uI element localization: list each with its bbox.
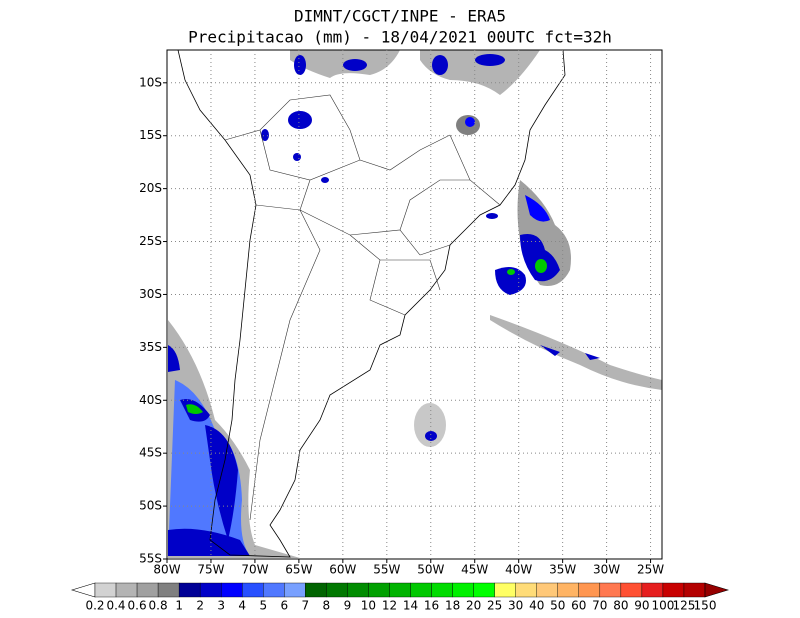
colorbar-label: 4 (238, 599, 246, 613)
colorbar-swatch (599, 582, 622, 598)
colorbar-extension (704, 582, 730, 598)
lon-tick-label: 60W (329, 563, 356, 577)
colorbar-label: 40 (529, 599, 544, 613)
colorbar-swatch (157, 582, 180, 598)
colorbar-swatch (683, 582, 706, 598)
colorbar-swatch (641, 582, 664, 598)
colorbar-label: 0.6 (128, 599, 147, 613)
colorbar-label: 3 (217, 599, 225, 613)
colorbar-label: 5 (259, 599, 267, 613)
precipitation (168, 50, 662, 558)
colorbar-label: 10 (361, 599, 376, 613)
colorbar-swatch (620, 582, 643, 598)
lon-tick-label: 45W (461, 563, 488, 577)
lat-tick-label: 55S (139, 552, 162, 566)
colorbar-label: 14 (403, 599, 418, 613)
colorbar-swatch (136, 582, 159, 598)
colorbar-label: 100 (651, 599, 674, 613)
colorbar-label: 50 (550, 599, 565, 613)
colorbar-label: 0.2 (85, 599, 104, 613)
lat-tick-label: 30S (139, 287, 162, 301)
map (166, 49, 663, 560)
lat-tick-label: 10S (139, 75, 162, 89)
title: DIMNT/CGCT/INPE - ERA5 (294, 7, 506, 26)
colorbar-label: 8 (323, 599, 331, 613)
colorbar-swatch (368, 582, 390, 598)
colorbar-swatch (178, 582, 201, 598)
colorbar-label: 150 (694, 599, 717, 613)
lon-tick-label: 75W (197, 563, 224, 577)
colorbar-label: 0.8 (149, 599, 168, 613)
colorbar-swatch (221, 582, 243, 598)
colorbar-label: 2 (196, 599, 204, 613)
colorbar-label: 1 (175, 599, 183, 613)
colorbar-swatch (410, 582, 432, 598)
colorbar-label: 9 (344, 599, 352, 613)
lon-tick-label: 65W (285, 563, 312, 577)
borders (224, 94, 501, 521)
lon-tick-label: 70W (241, 563, 268, 577)
colorbar-label: 12 (382, 599, 397, 613)
lon-tick-label: 25W (637, 563, 664, 577)
colorbar-swatch (284, 582, 306, 598)
colorbar-swatch (431, 582, 453, 598)
colorbar-label: 7 (302, 599, 310, 613)
lon-tick-label: 35W (549, 563, 576, 577)
colorbar-label: 18 (445, 599, 460, 613)
map-frame (166, 49, 663, 560)
lat-tick-label: 25S (139, 234, 162, 248)
subtitle: Precipitacao (mm) - 18/04/2021 00UTC fct… (188, 28, 612, 47)
lon-tick-label: 80W (153, 563, 180, 577)
lat-tick-label: 35S (139, 340, 162, 354)
lat-tick-label: 50S (139, 499, 162, 513)
colorbar-label: 90 (634, 599, 649, 613)
colorbar-swatch (263, 582, 285, 598)
colorbar-swatch (536, 582, 558, 598)
colorbar-swatch (452, 582, 474, 598)
colorbar-swatch (662, 582, 685, 598)
colorbar-label: 125 (673, 599, 696, 613)
colorbar-label: 80 (613, 599, 628, 613)
colorbar-swatch (326, 582, 348, 598)
colorbar-label: 0.4 (106, 599, 125, 613)
colorbar-label: 16 (424, 599, 439, 613)
colorbar-swatch (473, 582, 495, 598)
colorbar-swatch (494, 582, 516, 598)
colorbar-swatch (557, 582, 579, 598)
colorbar-swatch (199, 582, 222, 598)
lon-tick-label: 30W (593, 563, 620, 577)
colorbar-swatch (347, 582, 369, 598)
lat-tick-label: 45S (139, 446, 162, 460)
colorbar-label: 30 (508, 599, 523, 613)
lat-tick-label: 15S (139, 128, 162, 142)
colorbar-swatch (515, 582, 537, 598)
colorbar-swatch (242, 582, 264, 598)
lon-tick-label: 50W (417, 563, 444, 577)
colorbar-swatch (115, 582, 138, 598)
colorbar-label: 6 (280, 599, 288, 613)
lon-tick-label: 40W (505, 563, 532, 577)
colorbar-label: 25 (487, 599, 502, 613)
colorbar-label: 60 (571, 599, 586, 613)
coastline (177, 49, 566, 558)
colorbar-swatch (578, 582, 601, 598)
lat-tick-label: 40S (139, 393, 162, 407)
lat-tick-label: 20S (139, 181, 162, 195)
colorbar-swatch (94, 582, 117, 598)
colorbar-swatch (305, 582, 327, 598)
lon-tick-label: 55W (373, 563, 400, 577)
colorbar-label: 20 (466, 599, 481, 613)
colorbar-swatch (389, 582, 411, 598)
colorbar-extension (70, 582, 96, 598)
colorbar-label: 70 (592, 599, 607, 613)
